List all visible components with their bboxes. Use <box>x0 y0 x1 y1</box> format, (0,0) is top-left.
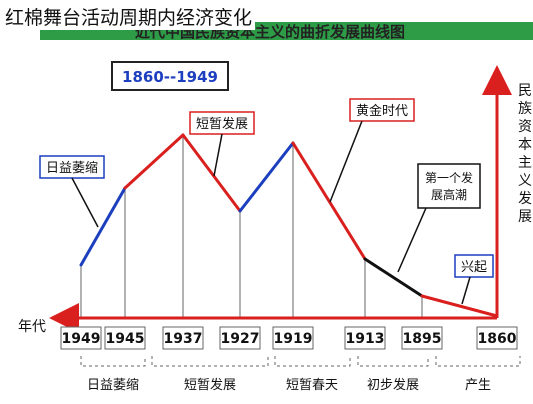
bottom-brackets <box>80 356 521 367</box>
stage-label: 日益萎缩 <box>87 377 139 393</box>
year-label-1860: 1860 <box>476 326 518 350</box>
year-label-1937: 1937 <box>162 326 204 350</box>
svg-text:第一个发: 第一个发 <box>425 170 473 185</box>
year-text: 1949 <box>62 331 101 347</box>
curve-segment-red-3 <box>291 141 367 261</box>
year-label-1927: 1927 <box>219 326 261 350</box>
bottom-stage-labels: 日益萎缩 短暂发展 短暂春天 初步发展 产生 <box>87 377 491 393</box>
year-labels: 1949 1945 1937 1927 1919 1913 1895 1860 <box>60 326 518 350</box>
svg-text:日益萎缩: 日益萎缩 <box>46 160 98 176</box>
curve-segment-red-4 <box>420 294 499 318</box>
year-label-1895: 1895 <box>401 326 443 350</box>
svg-text:黄金时代: 黄金时代 <box>356 103 408 119</box>
x-axis-label: 年代 <box>18 319 46 335</box>
curve-segment-blue-1 <box>79 186 127 267</box>
y-axis-label-group: 民族资本主义发展 <box>518 83 532 225</box>
guides <box>80 135 423 318</box>
stage-label: 短暂发展 <box>184 377 236 393</box>
year-text: 1945 <box>106 331 145 347</box>
curve-segment-blue-2 <box>238 141 295 213</box>
y-axis-label: 民族资本主义发展 <box>518 83 532 225</box>
overlay-title: 红棉舞台活动周期内经济变化 <box>2 6 256 30</box>
stage-label: 初步发展 <box>367 377 419 393</box>
year-label-1949: 1949 <box>60 326 102 350</box>
year-text: 1927 <box>221 331 260 347</box>
callouts: 日益萎缩 短暂发展 黄金时代 第一个发 展高潮 兴起 <box>39 98 494 305</box>
svg-text:兴起: 兴起 <box>461 260 487 275</box>
year-label-1913: 1913 <box>344 326 386 350</box>
curve-segment-red-1 <box>123 133 185 190</box>
curve-segment-red-2 <box>181 133 242 213</box>
period-label: 1860--1949 <box>122 68 218 86</box>
year-text: 1860 <box>478 331 517 347</box>
year-text: 1937 <box>164 331 203 347</box>
stage-label: 产生 <box>465 378 491 393</box>
svg-text:短暂发展: 短暂发展 <box>196 116 248 132</box>
curve <box>79 133 499 318</box>
year-text: 1919 <box>274 331 313 347</box>
period-box <box>111 61 229 91</box>
year-label-1945: 1945 <box>104 326 146 350</box>
svg-text:展高潮: 展高潮 <box>431 187 467 202</box>
year-text: 1895 <box>403 331 442 347</box>
year-label-1919: 1919 <box>272 326 314 350</box>
year-text: 1913 <box>346 331 385 347</box>
curve-segment-black <box>363 257 424 298</box>
stage-label: 短暂春天 <box>286 378 338 393</box>
